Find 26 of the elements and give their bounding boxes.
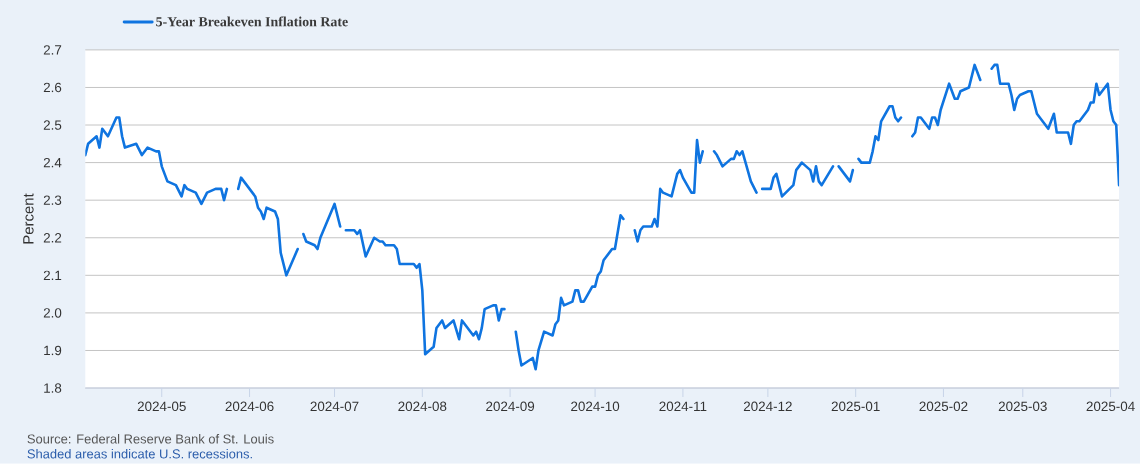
y-tick-label: 1.9	[44, 345, 62, 356]
y-tick-label: 2.6	[43, 82, 62, 93]
text: Shaded areas indicate U.S. recessions.	[27, 449, 252, 459]
x-tick-label: 2025-01	[831, 401, 880, 412]
y-axis-title: Percent	[23, 193, 34, 244]
y-tick-label: 2.7	[43, 45, 62, 55]
legend-label: 5-Year Breakeven Inflation Rate	[156, 16, 348, 27]
y-tick-label: 2.0	[43, 308, 62, 318]
x-tick-label: 2025-02	[919, 401, 968, 412]
y-tick-label: 2.1	[43, 270, 62, 281]
x-tick-label: 2024-11	[659, 401, 707, 412]
y-tick-label: 1.8	[44, 383, 62, 393]
y-tick-label: 2.5	[43, 120, 62, 130]
x-tick-label: 2025-03	[998, 401, 1047, 412]
x-tick-label: 2024-05	[137, 401, 186, 412]
x-tick-label: 2024-08	[398, 401, 447, 412]
y-tick-label: 2.3	[43, 195, 62, 205]
x-tick-label: 2024-10	[571, 401, 620, 412]
x-tick-label: 2025-04	[1086, 401, 1135, 412]
x-tick-label: 2024-07	[310, 401, 359, 412]
y-tick-label: 2.4	[43, 157, 62, 168]
y-tick-label: 2.2	[43, 233, 62, 243]
x-tick-label: 2024-06	[225, 401, 274, 412]
x-tick-label: 2024-09	[486, 401, 535, 412]
source-note: Source: Federal Reserve Bank of St. Louis	[27, 434, 274, 444]
x-tick-label: 2024-12	[743, 401, 792, 412]
